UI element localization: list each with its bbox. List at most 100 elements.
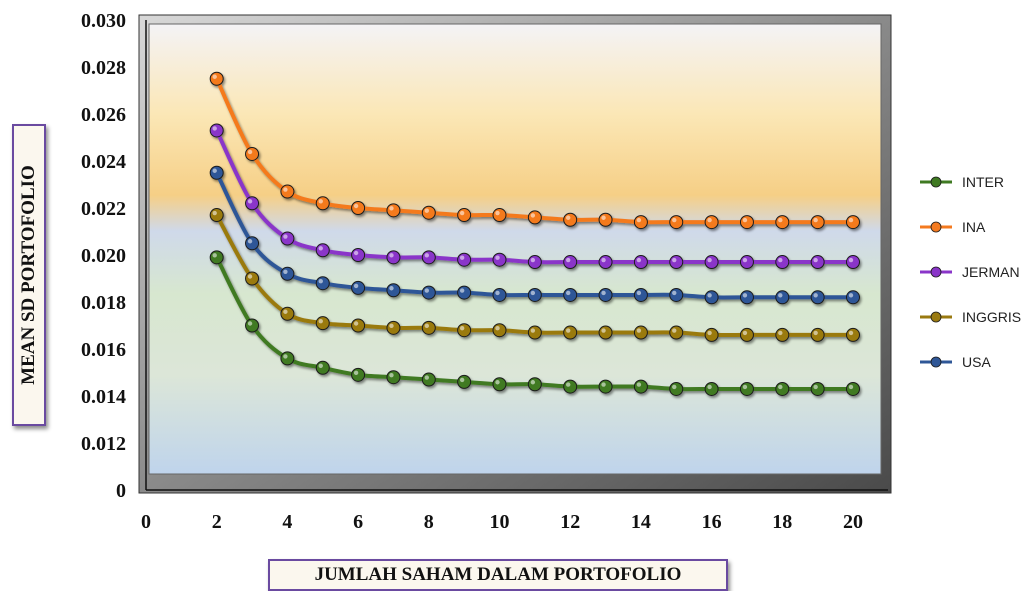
data-point-highlight bbox=[778, 384, 783, 390]
data-point bbox=[457, 323, 472, 338]
data-point-highlight bbox=[672, 384, 677, 390]
data-point bbox=[633, 255, 648, 270]
x-tick-label: 8 bbox=[424, 511, 434, 533]
legend-item-inggris: INGGRIS bbox=[920, 309, 1021, 325]
y-axis-ticks: 0 0.012 0.014 0.016 0.018 0.020 0.022 0.024 0.02… bbox=[81, 10, 126, 502]
series-ina bbox=[209, 71, 860, 230]
data-point bbox=[846, 381, 860, 396]
data-point-highlight bbox=[424, 323, 429, 329]
data-point bbox=[633, 379, 648, 394]
data-point-highlight bbox=[212, 253, 217, 258]
data-point-highlight bbox=[212, 74, 217, 79]
data-point bbox=[527, 325, 542, 340]
data-point-highlight bbox=[636, 217, 642, 223]
plot-area bbox=[148, 23, 882, 475]
data-point bbox=[492, 287, 507, 302]
data-point-highlight bbox=[672, 290, 677, 296]
data-point bbox=[386, 283, 401, 298]
data-point bbox=[846, 215, 860, 230]
data-point-highlight bbox=[707, 257, 712, 263]
data-point-highlight bbox=[636, 257, 642, 263]
data-point bbox=[527, 255, 542, 270]
data-point-highlight bbox=[813, 257, 818, 263]
data-point-highlight bbox=[707, 217, 712, 223]
data-point-highlight bbox=[283, 234, 288, 239]
data-point bbox=[457, 285, 472, 300]
data-point bbox=[492, 323, 507, 338]
data-point-highlight bbox=[566, 215, 571, 220]
data-point-highlight bbox=[672, 328, 677, 333]
data-point-highlight bbox=[672, 217, 677, 223]
y-tick-label: 0 bbox=[116, 480, 126, 502]
x-tick-label: 14 bbox=[631, 511, 651, 533]
data-point bbox=[669, 255, 684, 270]
data-point-highlight bbox=[742, 257, 748, 263]
data-point-highlight bbox=[566, 257, 571, 263]
data-point bbox=[315, 360, 330, 375]
data-point-highlight bbox=[389, 206, 394, 211]
data-point-highlight bbox=[459, 288, 465, 293]
data-point bbox=[704, 381, 719, 396]
data-point-highlight bbox=[672, 257, 677, 263]
data-point-highlight bbox=[389, 253, 394, 258]
x-tick-label: 2 bbox=[212, 511, 222, 533]
series-inter bbox=[209, 250, 860, 396]
data-point bbox=[245, 196, 260, 211]
data-point-highlight bbox=[636, 382, 642, 387]
data-point bbox=[280, 306, 295, 321]
data-point-highlight bbox=[247, 149, 253, 155]
data-point-highlight bbox=[212, 126, 217, 131]
legend-item-inter: INTER bbox=[920, 174, 1004, 190]
data-point-highlight bbox=[601, 257, 606, 263]
data-point-highlight bbox=[495, 210, 500, 216]
data-point bbox=[245, 318, 260, 333]
data-point bbox=[846, 290, 860, 305]
data-point-highlight bbox=[247, 274, 253, 279]
legend-item-jerman: JERMAN bbox=[920, 264, 1020, 280]
data-point-highlight bbox=[424, 208, 429, 213]
data-point-highlight bbox=[707, 384, 712, 390]
data-point-highlight bbox=[566, 290, 571, 296]
data-point-highlight bbox=[566, 382, 571, 387]
data-point bbox=[351, 318, 366, 333]
data-point-highlight bbox=[530, 213, 536, 218]
data-point bbox=[669, 325, 684, 340]
data-point bbox=[704, 327, 719, 342]
data-point bbox=[810, 290, 825, 305]
data-point-highlight bbox=[495, 380, 500, 385]
y-tick-label: 0.022 bbox=[81, 198, 126, 220]
legend-label: INGGRIS bbox=[962, 309, 1021, 325]
data-point-highlight bbox=[813, 217, 818, 223]
data-point bbox=[351, 201, 366, 215]
data-point-highlight bbox=[318, 318, 323, 324]
data-point-highlight bbox=[813, 293, 818, 298]
data-point-highlight bbox=[601, 328, 606, 333]
data-point bbox=[386, 203, 401, 218]
data-point bbox=[739, 215, 754, 230]
y-tick-label: 0.016 bbox=[81, 339, 126, 361]
legend-item-ina: INA bbox=[920, 219, 986, 235]
data-point-highlight bbox=[601, 215, 606, 220]
x-tick-label: 12 bbox=[560, 511, 580, 533]
data-point bbox=[351, 280, 366, 295]
data-point bbox=[245, 146, 260, 161]
data-point bbox=[457, 208, 472, 223]
data-point-highlight bbox=[283, 354, 288, 359]
data-point-highlight bbox=[778, 330, 783, 336]
data-point-highlight bbox=[247, 321, 253, 326]
data-point-highlight bbox=[283, 309, 288, 314]
data-point bbox=[810, 215, 825, 230]
data-point-highlight bbox=[318, 246, 323, 251]
legend-label: INA bbox=[962, 219, 986, 235]
x-tick-label: 4 bbox=[282, 511, 292, 533]
data-point bbox=[669, 287, 684, 302]
data-point-highlight bbox=[707, 293, 712, 298]
data-point bbox=[245, 236, 260, 251]
series-layer bbox=[209, 71, 860, 396]
data-point-highlight bbox=[636, 328, 642, 333]
data-point bbox=[739, 290, 754, 305]
data-point-highlight bbox=[459, 377, 465, 383]
data-point bbox=[209, 165, 224, 180]
data-point-highlight bbox=[530, 380, 536, 385]
data-point bbox=[457, 252, 472, 267]
